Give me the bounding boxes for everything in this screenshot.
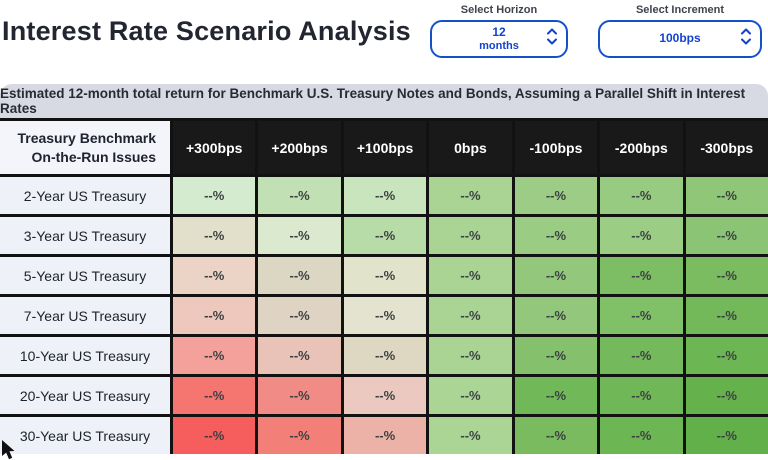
increment-value: 100bps <box>659 31 701 46</box>
increment-select[interactable]: 100bps <box>598 20 762 58</box>
column-header: +100bps <box>343 121 427 174</box>
heatmap-cell: --% <box>685 257 768 294</box>
heatmap-cell: --% <box>258 417 341 454</box>
corner-header-line2: On-the-Run Issues <box>31 148 156 165</box>
heatmap-cell: --% <box>429 217 512 254</box>
column-header: -100bps <box>514 121 598 174</box>
heatmap-cell: --% <box>343 337 427 374</box>
heatmap-cell: --% <box>514 337 598 374</box>
horizon-value: 12 months <box>479 24 519 52</box>
column-header: +200bps <box>258 121 341 174</box>
heatmap-cell: --% <box>685 217 768 254</box>
horizon-select[interactable]: 12 months <box>430 20 568 58</box>
heatmap-cell: --% <box>429 297 512 334</box>
heatmap-cell: --% <box>429 417 512 454</box>
corner-header-line1: Treasury Benchmark <box>17 130 156 147</box>
heatmap-cell: --% <box>600 417 683 454</box>
increment-control: Select Increment 100bps <box>598 4 762 58</box>
heatmap-cell: --% <box>258 337 341 374</box>
heatmap-cell: --% <box>600 297 683 334</box>
heatmap-cell: --% <box>685 337 768 374</box>
row-label: 20-Year US Treasury <box>0 377 170 414</box>
heatmap-cell: --% <box>514 297 598 334</box>
increment-label: Select Increment <box>635 4 725 16</box>
heatmap-cell: --% <box>685 417 768 454</box>
heatmap-cell: --% <box>429 177 512 214</box>
heatmap-cell: --% <box>514 377 598 414</box>
mouse-cursor-icon <box>2 440 15 460</box>
horizon-value-number: 12 <box>492 24 506 39</box>
heatmap-cell: --% <box>258 377 341 414</box>
heatmap-cell: --% <box>343 417 427 454</box>
heatmap-cell: --% <box>685 297 768 334</box>
heatmap-cell: --% <box>600 377 683 414</box>
heatmap-cell: --% <box>600 337 683 374</box>
heatmap-cell: --% <box>600 217 683 254</box>
controls: Select Horizon 12 months Select Incremen… <box>430 4 762 58</box>
page-title: Interest Rate Scenario Analysis <box>2 16 411 46</box>
heatmap-cell: --% <box>258 217 341 254</box>
heatmap-cell: --% <box>173 337 256 374</box>
heatmap-cell: --% <box>258 297 341 334</box>
column-header: 0bps <box>429 121 512 174</box>
heatmap-cell: --% <box>173 217 256 254</box>
heatmap-cell: --% <box>258 257 341 294</box>
heatmap-cell: --% <box>514 217 598 254</box>
heatmap-cell: --% <box>685 177 768 214</box>
heatmap-cell: --% <box>429 257 512 294</box>
heatmap-cell: --% <box>343 217 427 254</box>
chevron-up-down-icon <box>547 28 557 50</box>
heatmap-cell: --% <box>429 377 512 414</box>
heatmap-cell: --% <box>173 297 256 334</box>
column-header: -200bps <box>600 121 683 174</box>
heatmap-cell: --% <box>514 417 598 454</box>
heatmap-cell: --% <box>173 377 256 414</box>
top-bar: Interest Rate Scenario Analysis Select H… <box>0 0 768 84</box>
heatmap-cell: --% <box>343 257 427 294</box>
row-label: 30-Year US Treasury <box>0 417 170 454</box>
chevron-up-down-icon <box>741 28 751 50</box>
row-label: 7-Year US Treasury <box>0 297 170 334</box>
row-label: 5-Year US Treasury <box>0 257 170 294</box>
row-label: 10-Year US Treasury <box>0 337 170 374</box>
heatmap-cell: --% <box>258 177 341 214</box>
heatmap-cell: --% <box>600 257 683 294</box>
horizon-value-unit: months <box>479 39 519 52</box>
table-caption-bar: Estimated 12-month total return for Benc… <box>0 84 768 118</box>
heatmap-cell: --% <box>343 177 427 214</box>
horizon-control: Select Horizon 12 months <box>430 4 568 58</box>
row-label: 2-Year US Treasury <box>0 177 170 214</box>
heatmap-cell: --% <box>514 257 598 294</box>
heatmap-cell: --% <box>173 257 256 294</box>
column-header: +300bps <box>173 121 256 174</box>
heatmap-cell: --% <box>600 177 683 214</box>
table-caption: Estimated 12-month total return for Benc… <box>0 86 746 116</box>
horizon-label: Select Horizon <box>460 4 538 16</box>
heatmap-cell: --% <box>429 337 512 374</box>
heatmap-cell: --% <box>343 377 427 414</box>
corner-header: Treasury Benchmark On-the-Run Issues <box>0 121 170 174</box>
row-label: 3-Year US Treasury <box>0 217 170 254</box>
scenario-table: Treasury Benchmark On-the-Run Issues +30… <box>0 118 768 454</box>
heatmap-cell: --% <box>173 177 256 214</box>
heatmap-cell: --% <box>685 377 768 414</box>
heatmap-cell: --% <box>343 297 427 334</box>
heatmap-cell: --% <box>514 177 598 214</box>
column-header: -300bps <box>685 121 768 174</box>
heatmap-cell: --% <box>173 417 256 454</box>
